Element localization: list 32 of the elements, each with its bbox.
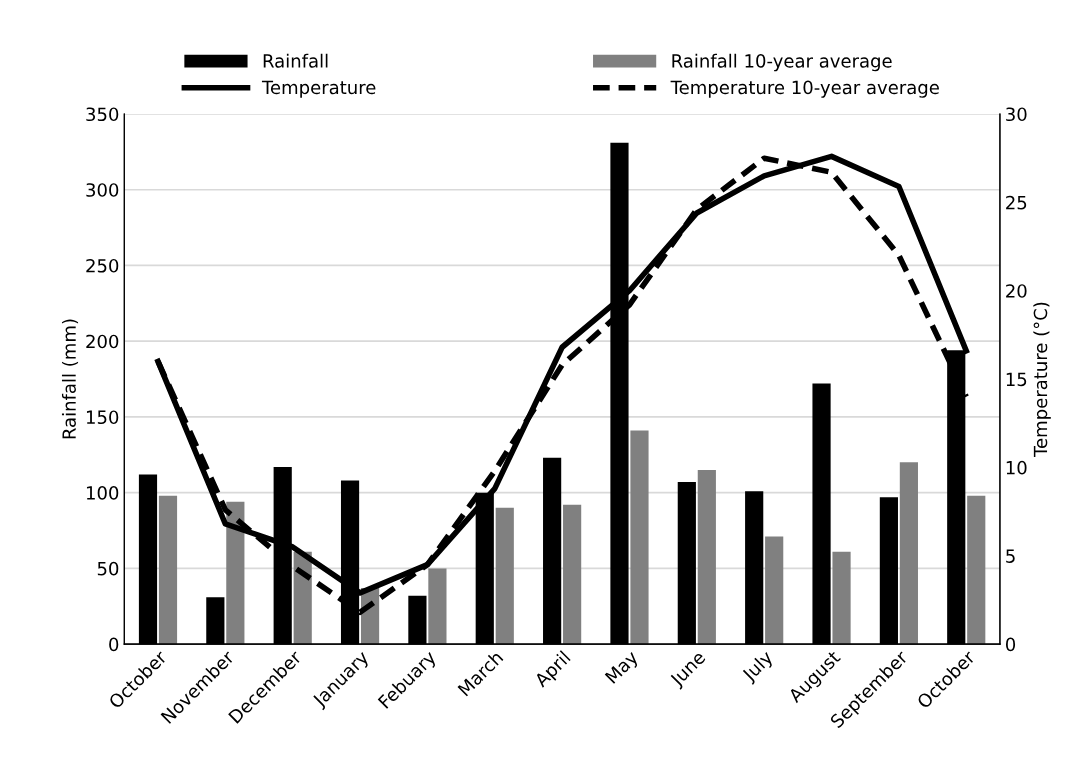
y-tick-label: 300 [86,183,119,197]
legend-label: Rainfall [263,53,328,68]
y-tick-label: 250 [86,258,119,273]
legend-label: Temperature [261,80,376,98]
bar [158,495,178,645]
legend-label: Temperature 10-year average [670,80,939,98]
y2-tick-label: 5 [1006,549,1015,563]
y2-tick-label: 25 [1006,195,1027,210]
y-tick-label: 350 [86,107,119,122]
y-tick-label: 150 [86,410,119,425]
bar [563,504,582,645]
legend-label: Rainfall 10-year average [672,53,892,72]
bar [226,501,245,645]
bar [428,568,447,645]
y2-tick-label: 10 [1006,460,1027,475]
bar [832,551,851,645]
y2-tick-label: 20 [1006,284,1027,298]
y-tick-label: 50 [97,561,119,576]
bar [765,536,784,645]
bar [967,495,986,645]
bar [495,507,514,645]
y2-tick-label: 30 [1006,107,1027,122]
bar [630,430,649,645]
y-tick-label: 0 [109,637,119,652]
y-tick-label: 200 [86,334,119,349]
y-tick-label: 100 [86,486,119,500]
y-axis-title: Rainfall (mm) [61,319,79,439]
y2-axis-title: Temperature (°C) [1033,302,1051,458]
bar [899,462,918,645]
y2-tick-label: 15 [1006,372,1027,387]
y2-tick-label: 0 [1005,637,1016,652]
bar [697,469,716,645]
